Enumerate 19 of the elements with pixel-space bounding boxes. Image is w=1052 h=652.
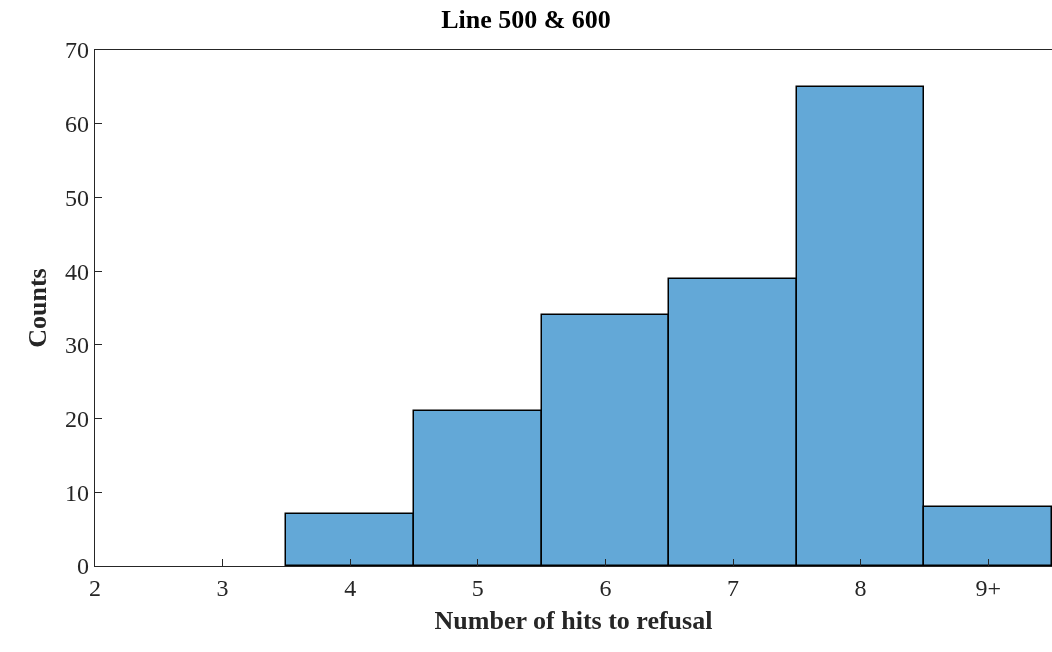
- y-axis-title: Counts: [23, 268, 53, 348]
- y-tick-label: 30: [65, 332, 90, 359]
- x-tick-label: 2: [89, 574, 101, 601]
- x-tick-label: 5: [471, 574, 484, 601]
- x-tick-label: 4: [344, 574, 357, 601]
- x-tick-label: 8: [854, 574, 867, 601]
- x-tick-label: 3: [216, 574, 229, 601]
- y-tick-label: 70: [65, 37, 90, 64]
- y-tick-label: 10: [65, 479, 90, 506]
- x-tick-label: 6: [599, 574, 612, 601]
- y-tick-label: 20: [65, 405, 90, 432]
- x-axis-title: Number of hits to refusal: [434, 605, 713, 635]
- x-tick-label: 9+: [975, 574, 1001, 601]
- y-tick-label: 40: [65, 258, 90, 285]
- x-tick-label: 7: [727, 574, 739, 601]
- y-tick-label: 50: [65, 184, 90, 211]
- y-tick-label: 0: [77, 553, 90, 580]
- chart-title: Line 500 & 600: [441, 4, 611, 34]
- y-tick-label: 60: [65, 111, 90, 138]
